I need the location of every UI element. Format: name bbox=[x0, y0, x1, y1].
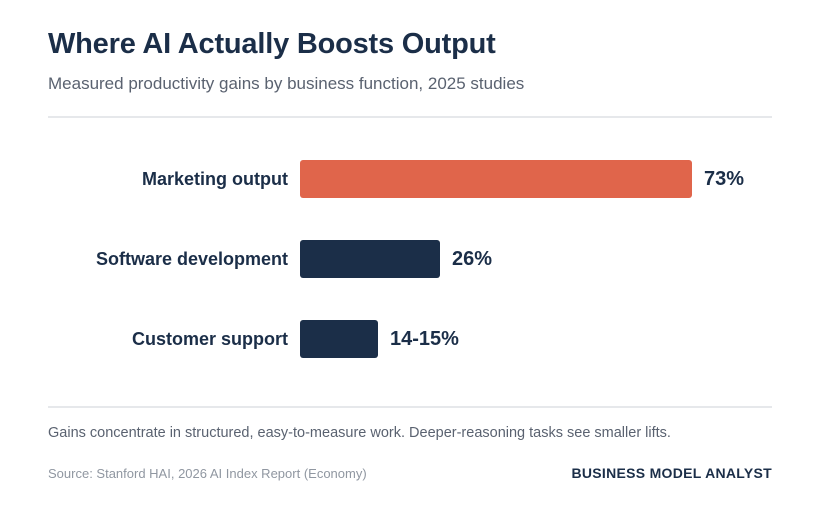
value-label-2: 14-15% bbox=[390, 328, 459, 350]
source-credit: Source: Stanford HAI, 2026 AI Index Repo… bbox=[48, 466, 367, 481]
category-label-0: Marketing output bbox=[142, 169, 288, 189]
category-label-1: Software development bbox=[96, 249, 288, 269]
bar-2 bbox=[300, 320, 378, 358]
chart-subtitle: Measured productivity gains by business … bbox=[48, 74, 525, 93]
value-label-0: 73% bbox=[704, 168, 744, 190]
chart-note: Gains concentrate in structured, easy-to… bbox=[48, 425, 671, 441]
top-divider bbox=[48, 116, 772, 118]
bottom-divider bbox=[48, 406, 772, 408]
chart-title: Where AI Actually Boosts Output bbox=[48, 28, 496, 60]
bar-chart: Marketing output 73% Software development 2… bbox=[96, 160, 744, 358]
bar-0 bbox=[300, 160, 692, 198]
brand-label: BUSINESS MODEL ANALYST bbox=[571, 465, 772, 481]
bar-1 bbox=[300, 240, 440, 278]
category-label-2: Customer support bbox=[132, 329, 288, 349]
value-label-1: 26% bbox=[452, 248, 492, 270]
